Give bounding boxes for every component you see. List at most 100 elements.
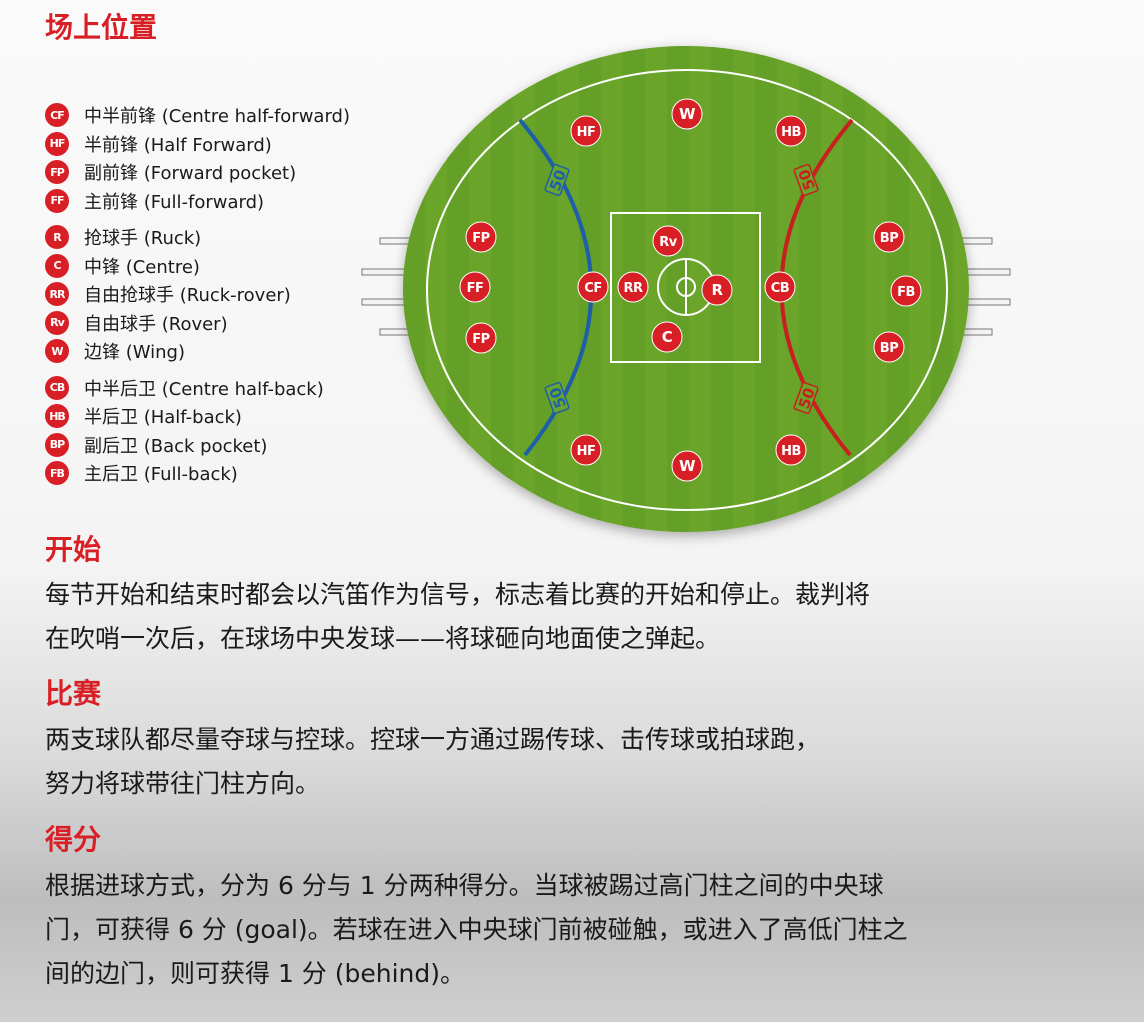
- legend-label: 抢球手 (Ruck): [84, 228, 202, 250]
- svg-text:Rv: Rv: [659, 235, 678, 250]
- svg-text:CF: CF: [584, 281, 601, 296]
- player-marker-fp: FP: [465, 322, 497, 354]
- grass-stripe: [931, 46, 953, 532]
- player-marker-fb: FB: [890, 275, 922, 307]
- legend-label: 半后卫 (Half-back): [84, 407, 242, 429]
- position-badge: FF: [45, 188, 69, 213]
- player-marker-c: C: [651, 321, 683, 353]
- legend-item: Rv 自由球手 (Rover): [45, 309, 350, 338]
- play-heading: 比赛: [45, 677, 102, 710]
- player-marker-hf: HF: [570, 434, 602, 466]
- legend-item: C 中锋 (Centre): [45, 252, 350, 281]
- legend-label: 自由抢球手 (Ruck-rover): [84, 285, 291, 307]
- player-marker-fp: FP: [465, 221, 497, 253]
- text-line: 努力将球带往门柱方向。: [45, 769, 321, 798]
- grass-stripe: [535, 46, 557, 532]
- text-line: 每节开始和结束时都会以汽笛作为信号，标志着比赛的开始和停止。裁判将: [45, 580, 871, 609]
- player-marker-w: W: [671, 98, 703, 130]
- svg-text:BP: BP: [880, 341, 898, 356]
- text-line: 门，可获得 6 分 (goal)。若球在进入中央球门前被碰触，或进入了高低门柱之: [45, 915, 908, 944]
- grass-stripe: [491, 46, 513, 532]
- svg-text:HF: HF: [577, 444, 596, 459]
- player-marker-bp: BP: [873, 221, 905, 253]
- legend-label: 半前锋 (Half Forward): [84, 134, 272, 156]
- legend-item: RR 自由抢球手 (Ruck-rover): [45, 280, 350, 309]
- player-marker-rv: Rv: [652, 225, 684, 257]
- position-badge: CB: [45, 375, 69, 400]
- start-paragraph: 每节开始和结束时都会以汽笛作为信号，标志着比赛的开始和停止。裁判将 在吹哨一次后…: [45, 573, 870, 661]
- position-badge: BP: [45, 432, 69, 457]
- text-line: 间的边门，则可获得 1 分 (behind)。: [45, 959, 466, 988]
- text-line: 在吹哨一次后，在球场中央发球——将球砸向地面使之弹起。: [45, 624, 721, 653]
- player-marker-cf: CF: [577, 271, 609, 303]
- position-badge: HB: [45, 404, 69, 429]
- svg-text:FP: FP: [472, 332, 489, 347]
- svg-text:BP: BP: [880, 231, 898, 246]
- legend-item: FB 主后卫 (Full-back): [45, 459, 350, 488]
- legend-item: R 抢球手 (Ruck): [45, 223, 350, 252]
- legend-label: 中半后卫 (Centre half-back): [84, 378, 324, 400]
- position-badge: FP: [45, 160, 69, 185]
- position-legend: CF 中半前锋 (Centre half-forward) HF 半前锋 (Half…: [45, 101, 350, 488]
- player-marker-hf: HF: [570, 115, 602, 147]
- text-line: 两支球队都尽量夺球与控球。控球一方通过踢传球、击传球或拍球跑，: [45, 725, 821, 754]
- legend-item: CF 中半前锋 (Centre half-forward): [45, 101, 350, 130]
- legend-label: 副后卫 (Back pocket): [84, 435, 268, 457]
- svg-text:W: W: [679, 105, 696, 123]
- legend-item: W 边锋 (Wing): [45, 337, 350, 366]
- grass-stripe: [403, 46, 425, 532]
- legend-item: FF 主前锋 (Full-forward): [45, 187, 350, 216]
- legend-item: BP 副后卫 (Back pocket): [45, 431, 350, 460]
- svg-text:HF: HF: [577, 125, 596, 140]
- position-badge: W: [45, 339, 69, 364]
- scoring-paragraph: 根据进球方式，分为 6 分与 1 分两种得分。当球被踢过高门柱之间的中央球 门，…: [45, 864, 908, 996]
- legend-item: FP 副前锋 (Forward pocket): [45, 158, 350, 187]
- grass-stripe: [799, 46, 821, 532]
- centre-square: [610, 212, 761, 363]
- legend-label: 副前锋 (Forward pocket): [84, 163, 297, 185]
- legend-item: HF 半前锋 (Half Forward): [45, 130, 350, 159]
- legend-label: 主前锋 (Full-forward): [84, 191, 265, 213]
- text-line: 根据进球方式，分为 6 分与 1 分两种得分。当球被踢过高门柱之间的中央球: [45, 871, 884, 900]
- legend-item: CB 中半后卫 (Centre half-back): [45, 374, 350, 403]
- player-marker-ff: FF: [459, 271, 491, 303]
- svg-text:RR: RR: [623, 281, 643, 296]
- play-paragraph: 两支球队都尽量夺球与控球。控球一方通过踢传球、击传球或拍球跑， 努力将球带往门柱…: [45, 718, 820, 806]
- scoring-heading: 得分: [45, 823, 102, 856]
- position-badge: R: [45, 225, 69, 250]
- svg-text:R: R: [711, 281, 723, 299]
- positions-heading: 场上位置: [45, 11, 158, 44]
- player-marker-w: W: [671, 450, 703, 482]
- boundary-line: [426, 69, 948, 511]
- position-badge: CF: [45, 103, 69, 128]
- svg-text:FB: FB: [897, 285, 915, 300]
- position-badge: FB: [45, 461, 69, 486]
- svg-text:W: W: [679, 457, 696, 475]
- svg-text:FF: FF: [467, 281, 484, 296]
- grass-stripe: [843, 46, 865, 532]
- start-heading: 开始: [45, 533, 102, 566]
- svg-text:HB: HB: [781, 444, 801, 459]
- svg-text:CB: CB: [771, 281, 789, 296]
- legend-label: 主后卫 (Full-back): [84, 464, 238, 486]
- svg-text:HB: HB: [781, 125, 801, 140]
- position-badge: C: [45, 253, 69, 278]
- position-badge: RR: [45, 282, 69, 307]
- svg-text:C: C: [662, 328, 673, 346]
- legend-label: 中锋 (Centre): [84, 256, 200, 278]
- player-marker-bp: BP: [873, 331, 905, 363]
- player-marker-hb: HB: [775, 115, 807, 147]
- player-marker-hb: HB: [775, 434, 807, 466]
- legend-label: 中半前锋 (Centre half-forward): [84, 106, 350, 128]
- legend-label: 自由球手 (Rover): [84, 313, 228, 335]
- svg-text:FP: FP: [472, 231, 489, 246]
- position-badge: HF: [45, 131, 69, 156]
- legend-item: HB 半后卫 (Half-back): [45, 402, 350, 431]
- player-marker-rr: RR: [617, 271, 649, 303]
- player-marker-r: R: [701, 274, 733, 306]
- position-badge: Rv: [45, 310, 69, 335]
- player-marker-cb: CB: [764, 271, 796, 303]
- legend-label: 边锋 (Wing): [84, 342, 186, 364]
- grass-stripe: [447, 46, 469, 532]
